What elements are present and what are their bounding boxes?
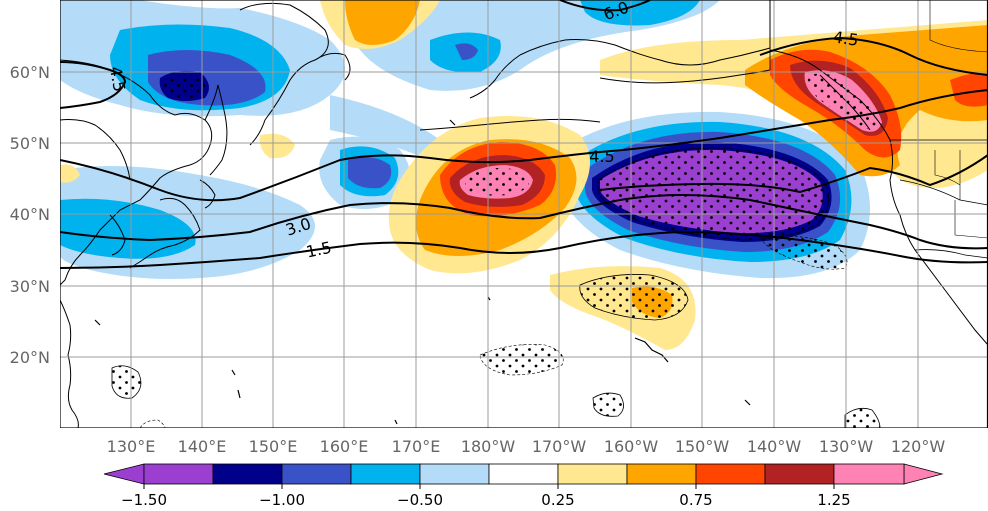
anomaly-light-blue-band — [330, 95, 440, 160]
colorbar-extend-high — [903, 463, 944, 485]
lat-label-40n: 40°N — [10, 205, 50, 224]
anomaly-yellow-small — [259, 133, 295, 159]
lon-label-140e: 140°E — [178, 437, 227, 456]
anomaly-sky-north-1 — [580, 0, 700, 26]
contour-4.5-dip — [599, 154, 988, 194]
lon-label-130w: 130°W — [819, 437, 874, 456]
contour-6.0 — [559, 0, 651, 12]
lon-label-160w: 160°W — [604, 437, 659, 456]
coastlines — [60, 0, 988, 428]
colorbar-ticks — [143, 484, 835, 489]
lat-label-20n: 20°N — [10, 348, 50, 367]
contour-label-4.5-ne: 4.5 — [832, 27, 860, 49]
anomaly-orange-top — [345, 0, 420, 45]
colorbar-seg-7 — [626, 463, 697, 485]
colorbar-label-5: 1.25 — [817, 491, 850, 509]
lon-label-130e: 130°E — [107, 437, 156, 456]
longitude-labels: 130°E 140°E 150°E 160°E 170°E 180°W 170°… — [107, 437, 946, 456]
stipple-central — [463, 167, 530, 196]
map-panel: 4.5 4.5 3.0 1.5 6.0 4.5 — [60, 0, 988, 428]
gridlines — [60, 0, 988, 428]
stipple-west — [161, 74, 206, 98]
colorbar-label-3: 0.25 — [541, 491, 574, 509]
anomaly-redorange-far-east — [950, 73, 988, 107]
lon-label-140w: 140°W — [747, 437, 802, 456]
colorbar-labels: −1.50 −1.00 −0.50 0.25 0.75 1.25 — [121, 491, 851, 509]
colorbar-seg-4 — [419, 463, 490, 485]
lon-label-180w: 180°W — [461, 437, 516, 456]
lon-label-120w: 120°W — [891, 437, 946, 456]
colorbar-seg-1 — [212, 463, 283, 485]
stipple-sw-dashed — [139, 419, 166, 428]
colorbar-seg-10 — [833, 463, 905, 485]
contour-4.5-west — [60, 61, 127, 109]
colorbar-label-4: 0.75 — [679, 491, 712, 509]
lon-label-170e: 170°E — [392, 437, 441, 456]
lon-label-150w: 150°W — [675, 437, 730, 456]
colorbar-seg-5 — [488, 463, 559, 485]
lon-label-150e: 150°E — [249, 437, 298, 456]
colorbar — [103, 463, 944, 485]
colorbar-seg-6 — [557, 463, 628, 485]
colorbar-label-0: −1.50 — [121, 491, 167, 509]
colorbar-label-2: −0.50 — [397, 491, 443, 509]
contour-label-4.5-west: 4.5 — [106, 65, 129, 93]
colorbar-extend-low — [103, 463, 145, 485]
anomaly-yellow-west-edge — [60, 164, 80, 183]
contour-4.5-ne — [759, 36, 988, 76]
contour-1.5 — [60, 230, 988, 269]
anomaly-royal-north — [455, 43, 478, 60]
anomaly-royal-central — [348, 156, 392, 189]
latitude-labels: 60°N 50°N 40°N 30°N 20°N — [10, 63, 50, 367]
stipple-hawaii — [479, 344, 564, 376]
lon-label-170w: 170°W — [532, 437, 587, 456]
colorbar-seg-2 — [281, 463, 352, 485]
lon-label-160e: 160°E — [320, 437, 369, 456]
contour-lines — [60, 0, 988, 269]
colorbar-seg-0 — [143, 463, 214, 485]
stipple-south-2 — [592, 392, 624, 417]
lat-label-60n: 60°N — [10, 63, 50, 82]
colorbar-seg-8 — [695, 463, 766, 485]
lat-label-30n: 30°N — [10, 277, 50, 296]
colorbar-seg-9 — [764, 463, 835, 485]
contour-label-4.5-main: 4.5 — [589, 147, 614, 166]
colorbar-seg-3 — [350, 463, 421, 485]
contour-3.0 — [60, 194, 988, 250]
stipple-se — [844, 407, 881, 428]
contour-4.5-main — [60, 89, 988, 202]
colorbar-label-1: −1.00 — [259, 491, 305, 509]
stipple-philippine — [111, 365, 142, 399]
lat-label-50n: 50°N — [10, 134, 50, 153]
stipple-east-main — [597, 147, 830, 241]
contour-label-1.5: 1.5 — [304, 238, 333, 262]
